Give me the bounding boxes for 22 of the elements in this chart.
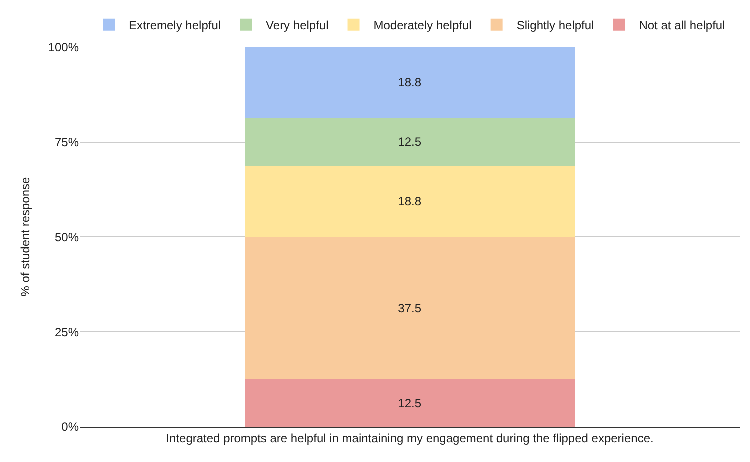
y-axis-title: % of student response bbox=[18, 176, 33, 297]
bar bbox=[245, 118, 575, 166]
y-tick-label: 75% bbox=[54, 135, 80, 150]
bar bbox=[245, 237, 575, 380]
bar bbox=[245, 166, 575, 238]
legend-label: Not at all helpful bbox=[639, 18, 726, 33]
data-label: 37.5 bbox=[398, 301, 422, 316]
data-label: 12.5 bbox=[398, 135, 422, 150]
bar bbox=[245, 47, 575, 118]
y-tick-label: 25% bbox=[54, 325, 80, 340]
y-tick-label: 100% bbox=[48, 40, 80, 55]
bar bbox=[245, 380, 575, 427]
y-tick-label: 0% bbox=[62, 420, 80, 434]
y-tick-label: 50% bbox=[54, 230, 80, 244]
data-label: 18.8 bbox=[398, 194, 422, 209]
legend-label: Extremely helpful bbox=[129, 18, 222, 33]
data-label: 18.8 bbox=[398, 76, 422, 90]
legend-label: Slightly helpful bbox=[516, 18, 594, 33]
x-tick-label: Integrated prompts are helpful in maintaining my engagement during the flipped experience. bbox=[166, 431, 654, 446]
data-label: 12.5 bbox=[398, 396, 422, 410]
legend-label: Very helpful bbox=[266, 18, 329, 33]
legend-label: Moderately helpful bbox=[374, 18, 472, 33]
